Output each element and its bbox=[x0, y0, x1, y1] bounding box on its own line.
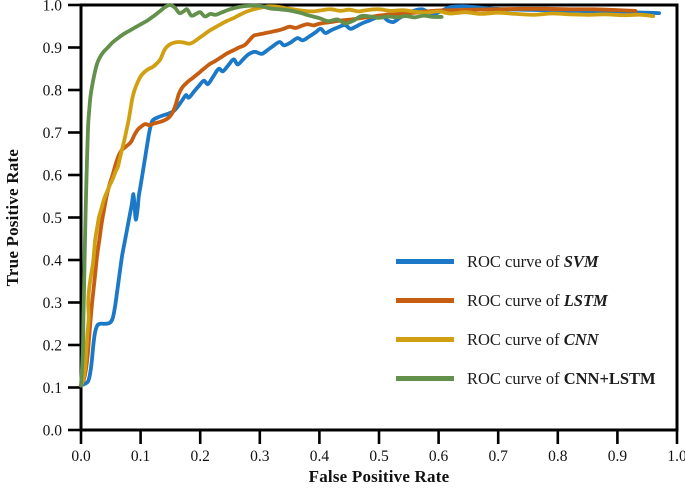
y-tick-label: 0.1 bbox=[43, 380, 62, 397]
x-axis-title: False Positive Rate bbox=[308, 467, 450, 486]
x-tick-label: 0.9 bbox=[608, 448, 628, 465]
x-tick-label: 1.0 bbox=[667, 448, 685, 465]
x-tick-label: 0.1 bbox=[131, 448, 150, 465]
y-tick-label: 0.0 bbox=[43, 423, 63, 440]
x-tick-label: 0.4 bbox=[310, 448, 330, 465]
legend-item-svm: ROC curve of SVM bbox=[396, 242, 656, 281]
y-tick-label: 0.9 bbox=[43, 40, 63, 57]
legend-line-swatch-lstm bbox=[396, 298, 454, 303]
legend-model-name-cnn: CNN bbox=[563, 329, 599, 349]
legend-item-cnn: ROC curve of CNN bbox=[396, 320, 656, 359]
legend-item-cnn-lstm: ROC curve of CNN+LSTM bbox=[396, 359, 656, 398]
y-tick-label: 0.6 bbox=[43, 168, 63, 185]
legend-model-name-cnn-lstm: CNN+LSTM bbox=[563, 368, 656, 388]
y-tick-label: 0.7 bbox=[43, 125, 63, 142]
y-tick-label: 0.2 bbox=[43, 338, 62, 355]
legend-label-prefix: ROC curve of bbox=[467, 290, 564, 310]
legend-line-swatch-cnn-lstm bbox=[396, 376, 454, 381]
y-tick-label: 0.5 bbox=[43, 210, 63, 227]
y-axis-title-wrap: True Positive Rate bbox=[0, 0, 26, 436]
legend-label-prefix: ROC curve of bbox=[467, 368, 564, 388]
x-tick-label: 0.0 bbox=[71, 448, 91, 465]
legend-label-prefix: ROC curve of bbox=[467, 251, 564, 271]
roc-curve-cnn bbox=[79, 4, 656, 388]
y-tick-label: 0.8 bbox=[43, 83, 63, 100]
x-tick-label: 0.2 bbox=[191, 448, 210, 465]
legend-model-name-svm: SVM bbox=[563, 251, 599, 271]
legend-item-lstm: ROC curve of LSTM bbox=[396, 281, 656, 320]
x-tick-label: 0.8 bbox=[548, 448, 568, 465]
x-tick-label: 0.6 bbox=[429, 448, 449, 465]
y-tick-label: 0.4 bbox=[43, 253, 63, 270]
y-tick-label: 1.0 bbox=[43, 0, 63, 15]
x-tick-label: 0.5 bbox=[369, 448, 389, 465]
y-axis-title: True Positive Rate bbox=[3, 149, 22, 287]
x-tick-label: 0.3 bbox=[250, 448, 270, 465]
x-tick-label: 0.7 bbox=[489, 448, 509, 465]
legend: ROC curve of SVM ROC curve of LSTM ROC c… bbox=[396, 242, 656, 398]
roc-curve-cnn-lstm bbox=[79, 3, 444, 388]
legend-label-prefix: ROC curve of bbox=[467, 329, 564, 349]
legend-line-swatch-cnn bbox=[396, 337, 454, 342]
legend-line-swatch-svm bbox=[396, 259, 454, 264]
legend-model-name-lstm: LSTM bbox=[563, 290, 608, 310]
y-tick-label: 0.3 bbox=[43, 295, 63, 312]
